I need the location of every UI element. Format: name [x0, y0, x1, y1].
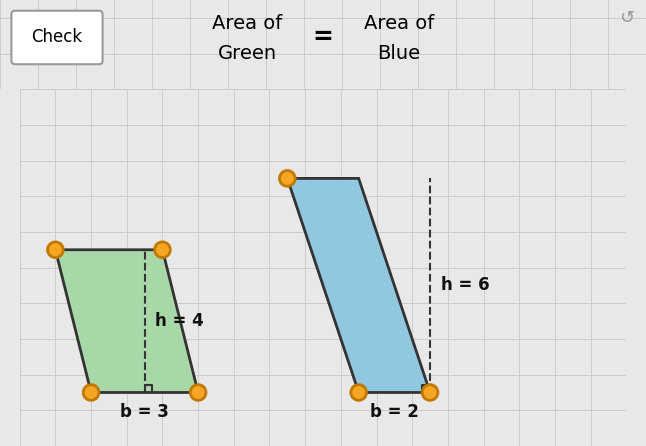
Polygon shape: [56, 250, 198, 392]
Text: b = 3: b = 3: [120, 404, 169, 421]
Text: h = 4: h = 4: [155, 312, 204, 330]
Text: Green: Green: [218, 44, 276, 63]
Circle shape: [280, 170, 295, 186]
Text: h = 6: h = 6: [441, 277, 490, 294]
Text: ↺: ↺: [620, 9, 634, 27]
Circle shape: [83, 384, 99, 401]
Text: Area of: Area of: [364, 14, 434, 33]
Text: b = 2: b = 2: [370, 404, 419, 421]
Circle shape: [191, 384, 206, 401]
Circle shape: [351, 384, 366, 401]
Polygon shape: [287, 178, 430, 392]
Text: Area of: Area of: [212, 14, 282, 33]
Circle shape: [154, 242, 171, 258]
Circle shape: [422, 384, 438, 401]
Text: Check: Check: [32, 29, 83, 46]
Text: =: =: [313, 25, 333, 50]
FancyBboxPatch shape: [12, 11, 103, 64]
Text: Blue: Blue: [377, 44, 421, 63]
Circle shape: [48, 242, 63, 258]
